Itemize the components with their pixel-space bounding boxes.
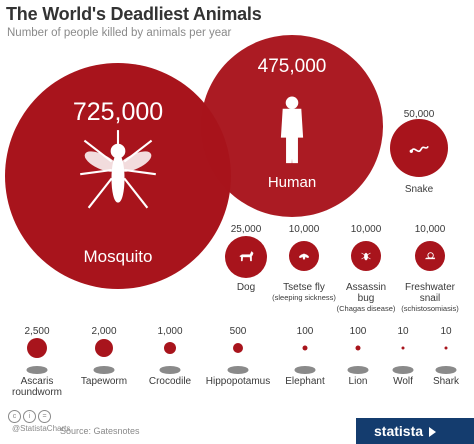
bubble-lion (355, 345, 361, 351)
sub-label-freshwater-snail: (schistosomiasis) (401, 304, 459, 313)
name-label-freshwater-snail-line2: snail (420, 293, 441, 304)
name-label-ascaris-roundworm-line2: roundworm (12, 387, 62, 398)
name-label-assassin-bug: Assassin (346, 282, 386, 293)
value-label-shark: 10 (440, 326, 452, 337)
value-label-tsetse-fly: 10,000 (289, 224, 320, 235)
name-label-hippopotamus: Hippopotamus (206, 376, 270, 387)
name-label-human: Human (268, 174, 316, 191)
bubble-hippopotamus (233, 343, 243, 353)
value-label-lion: 100 (350, 326, 367, 337)
source-note: Source: Gatesnotes (60, 426, 140, 436)
nd-icon: = (38, 410, 51, 423)
name-label-elephant: Elephant (285, 376, 325, 387)
shark-icon (435, 366, 457, 374)
value-label-wolf: 10 (397, 326, 409, 337)
logo-text: statista (374, 423, 424, 439)
value-label-dog: 25,000 (231, 224, 262, 235)
name-label-snake: Snake (405, 184, 434, 195)
snake-icon (409, 146, 429, 153)
name-label-crocodile: Crocodile (149, 376, 192, 387)
tapeworm-icon (93, 366, 115, 374)
chart-subtitle: Number of people killed by animals per y… (7, 27, 232, 39)
bubble-ascaris-roundworm (27, 338, 47, 358)
name-label-tsetse-fly: Tsetse fly (283, 282, 325, 293)
mosquito-icon (80, 130, 156, 209)
value-label-snake: 50,000 (404, 109, 435, 120)
name-label-dog: Dog (237, 282, 255, 293)
bubble-elephant (302, 345, 308, 351)
name-label-wolf: Wolf (393, 376, 413, 387)
logo-arrow-icon (429, 427, 437, 438)
value-label-tapeworm: 2,000 (91, 326, 116, 337)
hippopotamus-icon (227, 366, 249, 374)
value-label-ascaris-roundworm: 2,500 (24, 326, 49, 337)
chart-title: The World's Deadliest Animals (6, 4, 262, 24)
by-icon: i (23, 410, 36, 423)
tsetse-fly-icon (299, 253, 309, 260)
value-label-freshwater-snail: 10,000 (415, 224, 446, 235)
dog-icon (239, 251, 254, 262)
elephant-icon (294, 366, 316, 374)
bubble-crocodile (164, 342, 176, 354)
snail-icon (424, 252, 435, 260)
value-label-human: 475,000 (258, 56, 327, 77)
bubble-snake (390, 119, 448, 177)
bubble-shark (444, 346, 448, 350)
value-label-elephant: 100 (297, 326, 314, 337)
name-label-lion: Lion (349, 376, 368, 387)
license-icons: c i = (8, 410, 51, 423)
brand-handle: @StatistaCharts (12, 424, 71, 433)
name-label-assassin-bug-line2: bug (358, 293, 375, 304)
cc-icon: c (8, 410, 21, 423)
crocodile-icon (159, 366, 181, 374)
bubble-tapeworm (95, 339, 113, 357)
name-label-ascaris-roundworm: Ascaris (21, 376, 54, 387)
sub-label-tsetse-fly: (sleeping sickness) (272, 293, 336, 302)
bubble-freshwater-snail (415, 241, 445, 271)
name-label-tapeworm: Tapeworm (81, 376, 127, 387)
value-label-crocodile: 1,000 (157, 326, 182, 337)
value-label-mosquito: 725,000 (73, 98, 163, 126)
name-label-freshwater-snail: Freshwater (405, 282, 456, 293)
assassin-bug-icon (361, 252, 371, 261)
sub-label-assassin-bug: (Chagas disease) (337, 304, 396, 313)
ascaris-icon (26, 366, 48, 374)
value-label-hippopotamus: 500 (230, 326, 247, 337)
lion-icon (347, 366, 369, 374)
value-label-assassin-bug: 10,000 (351, 224, 382, 235)
name-label-shark: Shark (433, 376, 460, 387)
wolf-icon (392, 366, 414, 374)
bubble-wolf (401, 346, 405, 350)
human-icon (280, 96, 304, 164)
statista-logo: statista (356, 418, 474, 444)
name-label-mosquito: Mosquito (84, 247, 153, 266)
